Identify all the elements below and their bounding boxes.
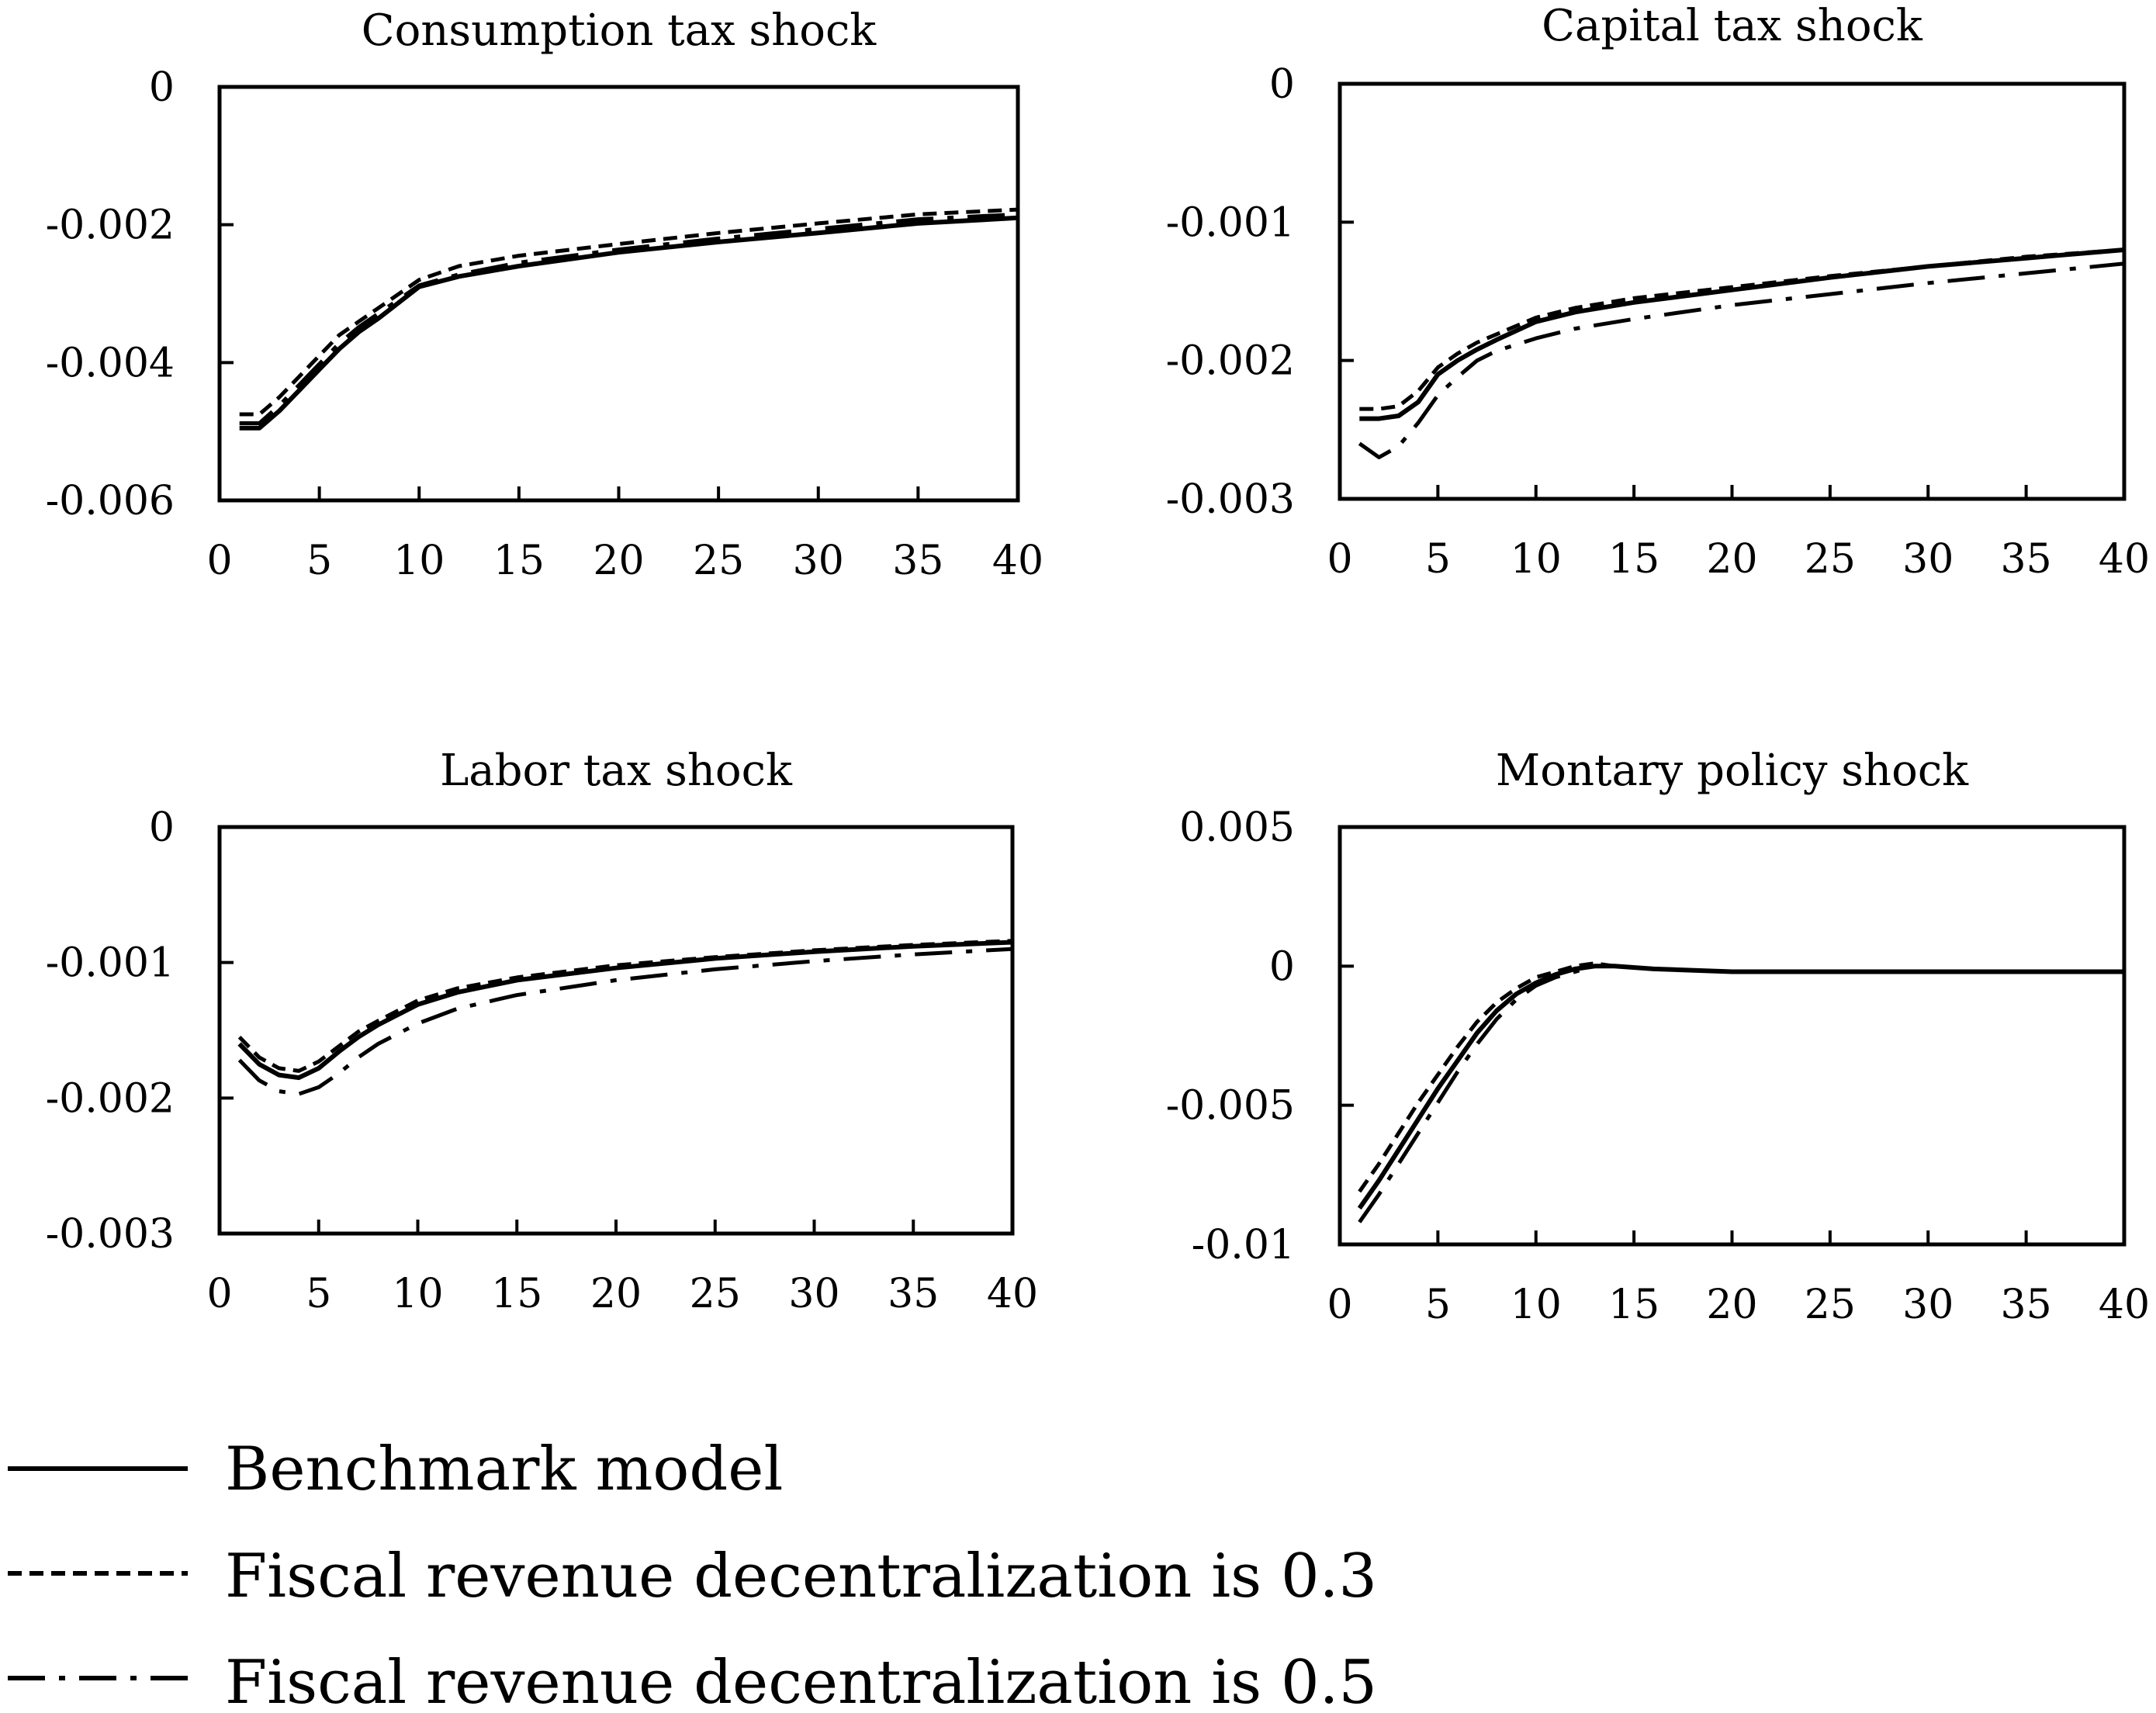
y-tick-label: -0.01 xyxy=(1192,1222,1295,1268)
x-tick-label: 0 xyxy=(1327,1282,1352,1328)
legend-item-fiscal-0-3: Fiscal revenue decentralization is 0.3 xyxy=(8,1542,1377,1611)
x-tick-label: 35 xyxy=(2001,1282,2052,1328)
x-tick-label: 0 xyxy=(206,1271,232,1317)
x-tick-label: 15 xyxy=(491,1271,542,1317)
series-line-fiscal-revenue-decentralization-is-0-5 xyxy=(1358,261,2125,459)
legend-label-fiscal-0-5: Fiscal revenue decentralization is 0.5 xyxy=(225,1648,1377,1713)
x-tick-label: 20 xyxy=(1706,1282,1757,1328)
x-tick-label: 5 xyxy=(1425,1282,1451,1328)
x-tick-label: 40 xyxy=(987,1271,1038,1317)
x-tick-label: 40 xyxy=(2099,1282,2150,1328)
x-tick-label: 15 xyxy=(1608,536,1659,583)
x-tick-label: 35 xyxy=(2001,536,2052,583)
x-tick-label: 5 xyxy=(306,538,332,584)
x-tick-label: 15 xyxy=(1608,1282,1659,1328)
series-line-fiscal-revenue-decentralization-is-0-3 xyxy=(237,939,1013,1073)
x-tick-label: 20 xyxy=(1706,536,1757,583)
y-tick-label: -0.006 xyxy=(46,478,175,524)
y-tick-label: -0.001 xyxy=(1166,199,1295,246)
x-tick-label: 30 xyxy=(1902,1282,1954,1328)
y-tick-label: -0.002 xyxy=(46,202,175,249)
series-line-benchmark-model xyxy=(239,215,1019,431)
series-line-benchmark-model xyxy=(1357,964,2124,1210)
x-tick-label: 0 xyxy=(1327,536,1352,583)
x-tick-label: 25 xyxy=(693,538,744,584)
y-tick-label: -0.002 xyxy=(1166,338,1295,385)
x-tick-label: 20 xyxy=(593,538,644,584)
series-line-fiscal-revenue-decentralization-is-0-5 xyxy=(239,212,1019,425)
y-tick-label: 0 xyxy=(149,64,175,111)
series-line-fiscal-revenue-decentralization-is-0-3 xyxy=(239,207,1019,417)
x-tick-label: 25 xyxy=(1805,1282,1856,1328)
x-tick-label: 40 xyxy=(992,538,1043,584)
series-line-fiscal-revenue-decentralization-is-0-5 xyxy=(237,946,1013,1096)
x-tick-label: 40 xyxy=(2099,536,2150,583)
chart-title: Montary policy shock xyxy=(1496,746,1969,796)
panel-capital-tax-shock: Capital tax shock 0 5 10 15 20 25 30 35 40 0 -0.001… xyxy=(1166,1,2151,583)
y-tick-label: -0.003 xyxy=(1166,476,1295,523)
plot-frame xyxy=(217,85,1020,503)
y-tick-label: -0.004 xyxy=(46,340,175,386)
x-tick-label: 25 xyxy=(1805,536,1856,583)
legend-item-benchmark: Benchmark model xyxy=(8,1434,783,1504)
y-tick-label: 0.005 xyxy=(1179,805,1295,851)
series-line-fiscal-revenue-decentralization-is-0-3 xyxy=(1358,961,2124,1193)
chart-title: Consumption tax shock xyxy=(362,5,877,56)
x-tick-label: 0 xyxy=(206,538,232,584)
legend-item-fiscal-0-5: Fiscal revenue decentralization is 0.5 xyxy=(8,1648,1377,1713)
legend-label-benchmark: Benchmark model xyxy=(225,1434,783,1504)
x-tick-label: 30 xyxy=(788,1271,839,1317)
x-tick-label: 35 xyxy=(888,1271,939,1317)
x-tick-label: 35 xyxy=(892,538,943,584)
panel-labor-tax-shock: Labor tax shock 0 5 10 15 20 25 30 35 40 0 -0.001 -0… xyxy=(46,746,1039,1317)
x-tick-label: 10 xyxy=(1511,536,1562,583)
x-tick-label: 10 xyxy=(393,538,445,584)
chart-title: Labor tax shock xyxy=(440,746,793,796)
y-tick-label: -0.002 xyxy=(46,1075,175,1122)
chart-title: Capital tax shock xyxy=(1542,1,1923,51)
x-tick-label: 10 xyxy=(1511,1282,1562,1328)
x-tick-label: 10 xyxy=(392,1271,443,1317)
legend-label-fiscal-0-3: Fiscal revenue decentralization is 0.3 xyxy=(225,1542,1377,1611)
panel-consumption-tax-shock: Consumption tax shock 0 5 10 15 20 25 30 35 40 0 -0… xyxy=(46,5,1044,584)
series-line-fiscal-revenue-decentralization-is-0-3 xyxy=(1359,247,2125,411)
x-tick-label: 15 xyxy=(493,538,545,584)
x-tick-label: 30 xyxy=(793,538,844,584)
legend: Benchmark model Fiscal revenue decentral… xyxy=(8,1434,1377,1713)
x-tick-label: 25 xyxy=(690,1271,741,1317)
y-tick-label: -0.005 xyxy=(1166,1083,1295,1130)
x-tick-label: 30 xyxy=(1902,536,1954,583)
panel-montary-policy-shock: Montary policy shock 0 5 10 15 20 25 30 35 40 0.00… xyxy=(1166,746,2151,1328)
x-tick-label: 5 xyxy=(1425,536,1451,583)
x-tick-label: 5 xyxy=(306,1271,331,1317)
plot-frame xyxy=(217,825,1015,1236)
x-tick-label: 20 xyxy=(590,1271,642,1317)
y-tick-label: 0 xyxy=(1269,943,1295,990)
series-line-benchmark-model xyxy=(237,940,1013,1081)
y-tick-label: -0.003 xyxy=(46,1211,175,1258)
y-tick-label: 0 xyxy=(149,805,175,851)
series-line-benchmark-model xyxy=(1359,247,2125,421)
series-line-fiscal-revenue-decentralization-is-0-5 xyxy=(1358,964,2124,1223)
plot-frame xyxy=(1338,825,2127,1247)
y-tick-label: -0.001 xyxy=(46,940,175,987)
y-tick-label: 0 xyxy=(1269,61,1295,108)
